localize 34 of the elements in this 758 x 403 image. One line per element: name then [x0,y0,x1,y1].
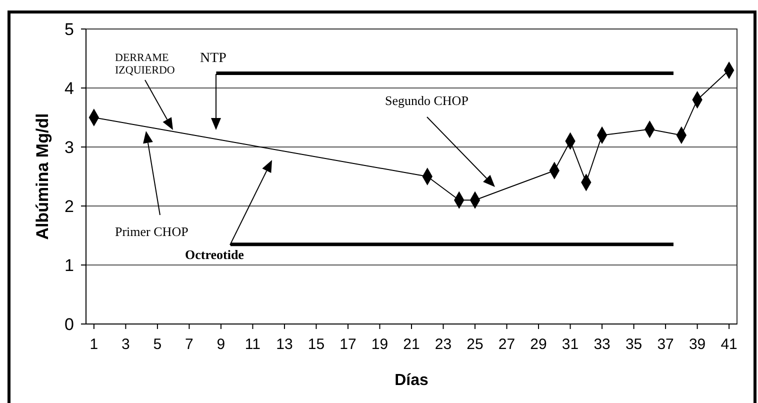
x-tick-label: 27 [498,336,516,353]
annotation: DERRAME IZQUIERDO [115,52,175,77]
x-tick-label: 1 [90,336,98,353]
annotation: Segundo CHOP [385,93,468,108]
x-tick-label: 21 [403,336,420,353]
x-tick-label: 33 [594,336,610,353]
x-tick-label: 7 [185,336,194,353]
x-tick-label: 25 [466,336,484,353]
y-tick-label: 5 [64,20,74,39]
y-tick-label: 1 [64,256,74,275]
x-tick-label: 9 [216,336,226,353]
x-tick-label: 19 [371,336,388,353]
x-tick-label: 15 [308,336,325,353]
x-tick-label: 39 [688,336,706,353]
annotation: Primer CHOP [115,224,188,239]
y-tick-label: 0 [64,314,74,334]
y-axis-title: Albúmina Mg/dl [33,113,52,240]
x-tick-label: 17 [340,336,356,353]
x-tick-label: 35 [625,336,642,353]
y-tick-label: 4 [64,78,74,98]
x-tick-label: 13 [276,336,293,353]
x-axis-title: Días [394,372,428,389]
x-tick-label: 5 [153,336,162,353]
x-tick-label: 37 [657,336,674,353]
x-tick-label: 11 [244,336,261,353]
y-tick-label: 2 [64,196,74,216]
y-tick-label: 3 [64,138,74,157]
x-tick-label: 23 [434,336,452,353]
annotation: NTP [200,51,227,66]
x-tick-label: 29 [530,336,547,353]
x-tick-label: 31 [562,336,579,353]
x-tick-label: 3 [122,336,130,353]
annotation: Octreotide [185,247,244,262]
x-tick-label: 41 [720,336,738,353]
